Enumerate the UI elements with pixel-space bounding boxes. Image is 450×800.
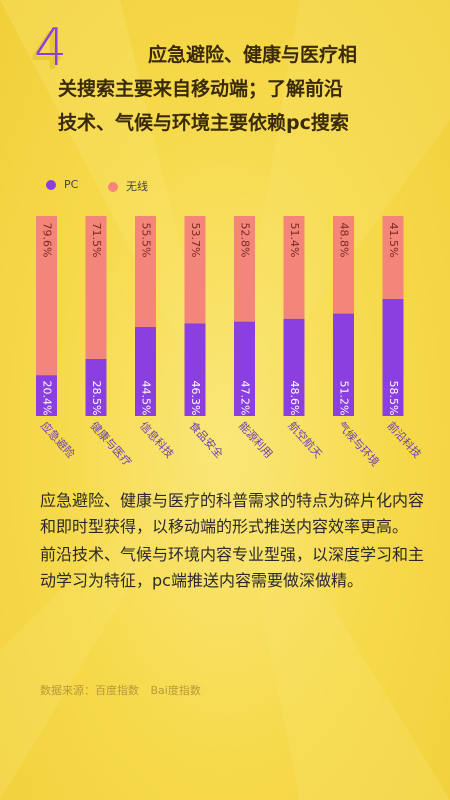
bar-pc-6 [333,313,354,416]
bar-pc-4 [234,321,255,416]
category-label-0: 应急避险 [38,419,78,461]
bar-wireless-3 [184,216,206,324]
headline-line-3: 技术、气候与环境主要依赖pc搜索 [58,112,349,134]
data-label-wireless-6: 48.8% [338,223,351,258]
category-label-5: 航空航天 [286,419,326,461]
headline: 应急避险、健康与医疗相 关搜索主要来自移动端；了解前沿 技术、气候与环境主要依赖… [44,38,424,140]
bar-pc-7 [382,299,404,416]
data-source: 数据来源：百度指数 [40,684,139,697]
bar-wireless-4 [234,216,255,322]
legend-swatch-wireless [108,182,118,192]
bar-pc-0 [36,375,57,416]
data-label-pc-5: 48.6% [288,381,301,416]
section-number-shadow: 4 [30,22,64,82]
data-label-wireless-2: 55.5% [140,223,153,258]
headline-line-2: 关搜索主要来自移动端；了解前沿 [58,78,344,100]
bar-wireless-0 [36,216,57,376]
data-label-wireless-4: 52.8% [239,223,252,258]
data-label-pc-4: 47.2% [239,381,252,416]
legend-item-wireless: 无线 [108,178,148,194]
bar-pc-3 [184,323,206,416]
category-label-6: 气候与环境 [335,419,382,469]
legend-label-wireless: 无线 [126,180,148,193]
bar-pc-2 [135,327,156,416]
legend-swatch-pc [46,180,56,190]
body-paragraph-1: 应急避险、健康与医疗的科普需求的特点为碎片化内容和即时型获得，以移动端的形式推送… [40,491,425,536]
data-label-wireless-1: 71.5% [90,223,103,258]
headline-line-1: 应急避险、健康与医疗相 [148,44,358,66]
data-label-pc-7: 58.5% [387,381,400,416]
baidu-index-logo: Bai度指数 [150,684,201,697]
bar-wireless-6 [333,216,354,314]
body-paragraph-2: 前沿技术、气候与环境内容专业型强，以深度学习和主动学习为特征，pc端推送内容需要… [40,545,425,590]
category-label-7: 前沿科技 [385,419,425,461]
data-label-pc-2: 44.5% [140,381,153,416]
data-label-wireless-7: 41.5% [387,223,400,258]
data-label-pc-1: 28.5% [90,381,103,416]
data-label-pc-3: 46.3% [189,381,202,416]
bar-wireless-2 [135,216,156,327]
category-label-1: 健康与医疗 [88,419,135,469]
stacked-bar-chart: 79.6% 20.4% 应急避险 71.5% 28.5% 健康与医疗 55.5% 44.5% 信… [36,216,425,469]
section-number: 4 [34,18,68,78]
category-label-4: 能源利用 [236,419,276,461]
legend-item-pc: PC [46,178,78,191]
category-label-2: 信息科技 [137,419,177,461]
footer: 数据来源：百度指数 Bai度指数 [40,682,201,698]
bar-pc-1 [85,359,107,416]
bar-wireless-1 [85,216,107,359]
legend-label-pc: PC [64,178,79,191]
data-label-pc-0: 20.4% [41,381,54,416]
category-label-3: 食品安全 [187,419,227,461]
bar-wireless-7 [382,216,404,299]
data-label-wireless-0: 79.6% [41,223,54,258]
data-label-wireless-3: 53.7% [189,223,202,258]
data-label-wireless-5: 51.4% [288,223,301,258]
bar-pc-5 [283,318,305,416]
body-text: 应急避险、健康与医疗的科普需求的特点为碎片化内容和即时型获得，以移动端的形式推送… [40,488,430,596]
bar-wireless-5 [283,216,305,319]
data-label-pc-6: 51.2% [338,381,351,416]
